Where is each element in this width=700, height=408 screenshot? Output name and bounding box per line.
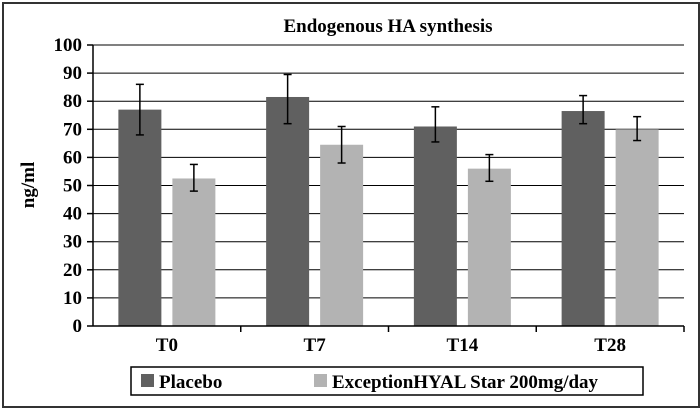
x-tick-label: T7 [304, 335, 327, 356]
legend-swatch-exceptionhyal [314, 374, 327, 387]
bar-exceptionhyal-t7 [320, 144, 364, 326]
y-tick-label: 30 [63, 232, 82, 253]
y-axis-label: ng/ml [18, 162, 39, 208]
bar-exceptionhyal-t28 [615, 129, 659, 326]
bars [118, 96, 659, 327]
y-tick-label: 50 [63, 176, 82, 197]
x-tick-label: T28 [594, 335, 626, 356]
y-tick-label: 40 [63, 204, 82, 225]
bar-exceptionhyal-t0 [172, 178, 216, 326]
x-tick-labels: T0 T7 T14 T28 [156, 335, 626, 356]
bar-placebo-t0 [118, 109, 162, 326]
y-tick-label: 80 [63, 91, 82, 112]
chart-title: Endogenous HA synthesis [283, 16, 492, 37]
y-tick-label: 20 [63, 260, 82, 281]
bar-placebo-t14 [413, 126, 457, 327]
x-tick-label: T14 [447, 335, 479, 356]
legend-box [130, 366, 644, 396]
legend-swatch-placebo [141, 374, 154, 387]
legend: Placebo ExceptionHYAL Star 200mg/day [130, 366, 644, 396]
y-tick-label: 90 [63, 63, 82, 84]
y-tick-label: 0 [73, 316, 83, 337]
axes [87, 44, 685, 332]
y-tick-label: 10 [63, 288, 82, 309]
y-tick-label: 70 [63, 119, 82, 140]
bar-placebo-t28 [561, 111, 605, 326]
x-tick-label: T0 [156, 335, 178, 356]
y-tick-label: 100 [54, 35, 83, 56]
bar-placebo-t7 [266, 96, 310, 326]
y-tick-labels: 0 10 20 30 40 50 60 70 80 90 100 [54, 35, 83, 337]
bar-exceptionhyal-t14 [467, 168, 511, 326]
y-tick-label: 60 [63, 147, 82, 168]
error-bars [135, 73, 642, 192]
legend-label-exceptionhyal: ExceptionHYAL Star 200mg/day [332, 372, 599, 393]
legend-label-placebo: Placebo [159, 372, 222, 393]
